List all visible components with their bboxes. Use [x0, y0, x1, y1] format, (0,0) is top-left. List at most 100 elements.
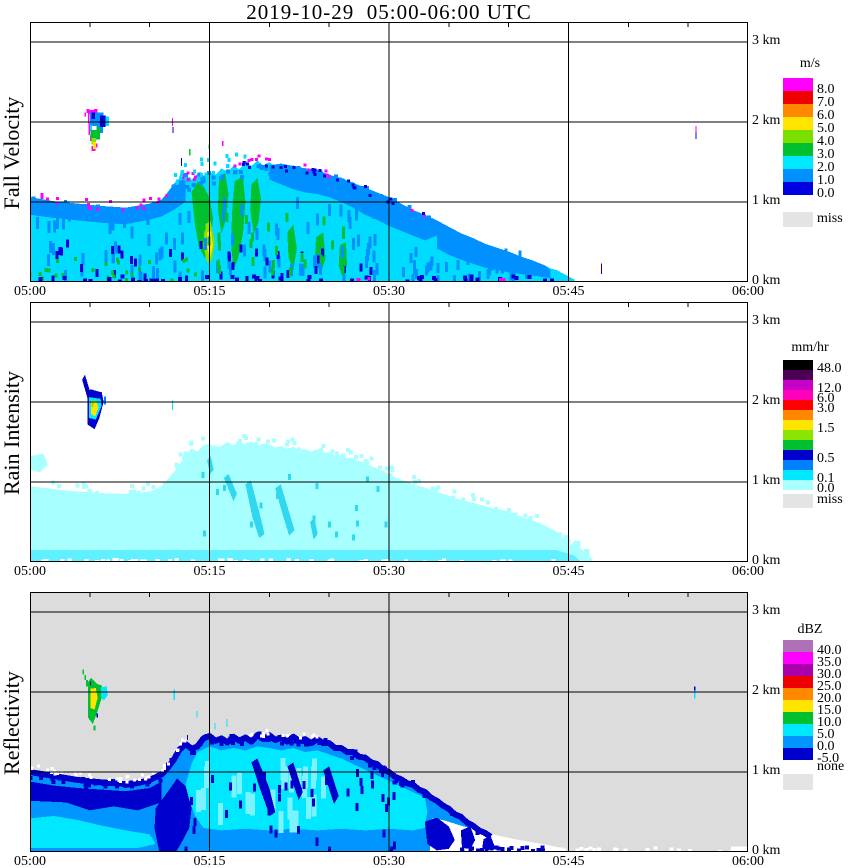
colorbar-swatch — [783, 400, 813, 410]
colorbar-tick-label: 10.0 — [817, 715, 842, 730]
colorbar-tick-label: 2.0 — [817, 160, 835, 175]
colorbar-swatch — [783, 470, 813, 480]
ylabel-reflectivity: Reflectivity — [0, 671, 24, 775]
x-tick-label: 06:00 — [732, 284, 764, 299]
y-tick-label: 0 km — [752, 843, 781, 858]
y-tick-label: 1 km — [752, 473, 781, 488]
y-tick-label: 1 km — [752, 193, 781, 208]
colorbar-missing-swatch — [783, 212, 813, 227]
colorbar-swatch — [783, 676, 813, 688]
figure-title: 2019-10-29 05:00-06:00 UTC — [246, 0, 532, 24]
colorbar-unit-label: m/s — [799, 56, 821, 71]
colorbar-swatch — [783, 664, 813, 676]
colorbar-swatch — [783, 390, 813, 400]
x-tick-label: 06:00 — [732, 564, 764, 579]
x-tick-label: 05:15 — [193, 284, 226, 299]
colorbar-swatch — [783, 410, 813, 420]
x-tick-label: 05:15 — [193, 854, 226, 868]
x-tick-label: 05:15 — [193, 564, 226, 579]
fall-velocity-heatmap — [30, 22, 748, 282]
colorbar-tick-label: 12.0 — [817, 381, 842, 396]
x-tick-label: 06:00 — [732, 854, 764, 868]
y-tick-label: 2 km — [752, 113, 781, 128]
fall_velocity-svg — [30, 22, 748, 282]
colorbar-swatch — [783, 440, 813, 450]
y-tick-label: 3 km — [752, 33, 781, 48]
colorbar-swatch — [783, 420, 813, 430]
colorbar-missing-label: miss — [817, 492, 843, 507]
reflectivity-svg — [30, 592, 748, 852]
reflectivity-heatmap — [30, 592, 748, 852]
y-tick-label: 3 km — [752, 313, 781, 328]
colorbar-tick-label: 0.0 — [817, 481, 835, 496]
colorbar-swatch — [783, 104, 813, 117]
colorbar-missing-label: none — [817, 759, 845, 774]
colorbar-unit-label: mm/hr — [791, 340, 829, 355]
colorbar-swatch — [783, 380, 813, 390]
x-tick-label: 05:45 — [552, 564, 585, 579]
x-tick-label: 05:00 — [14, 854, 46, 868]
ylabel-rain-intensity: Rain Intensity — [0, 370, 24, 496]
colorbar-missing-label: miss — [817, 211, 843, 226]
x-tick-label: 05:45 — [552, 284, 585, 299]
y-tick-label: 2 km — [752, 393, 781, 408]
colorbar-tick-label: 5.0 — [817, 121, 835, 136]
y-tick-label: 1 km — [752, 763, 781, 778]
x-tick-label: 05:00 — [14, 284, 46, 299]
colorbar-swatch — [783, 724, 813, 736]
colorbar-tick-label: 48.0 — [817, 361, 842, 376]
rain_intensity-svg — [30, 302, 748, 562]
colorbar-swatch — [783, 430, 813, 440]
colorbar-tick-label: 1.0 — [817, 173, 835, 188]
colorbar-unit-label: dBZ — [797, 622, 823, 637]
colorbar-tick-label: 25.0 — [817, 679, 842, 694]
y-tick-label: 0 km — [752, 273, 781, 288]
colorbar-swatch — [783, 736, 813, 748]
colorbar-swatch — [783, 480, 813, 490]
colorbar-swatch — [783, 370, 813, 380]
y-tick-label: 2 km — [752, 683, 781, 698]
ylabel-fall-velocity: Fall Velocity — [0, 96, 24, 210]
x-tick-label: 05:45 — [552, 854, 585, 868]
colorbar-missing-swatch — [783, 774, 813, 790]
x-tick-label: 05:30 — [373, 564, 405, 579]
colorbar-swatch — [783, 169, 813, 182]
colorbar-swatch — [783, 130, 813, 143]
colorbar-tick-label: 35.0 — [817, 655, 842, 670]
colorbar-tick-label: 3.0 — [817, 147, 835, 162]
colorbar-swatch — [783, 460, 813, 470]
x-tick-label: 05:30 — [373, 854, 405, 868]
colorbar-missing-swatch — [783, 494, 813, 508]
colorbar-tick-label: 3.0 — [817, 401, 835, 416]
colorbar-tick-label: 20.0 — [817, 691, 842, 706]
colorbar-swatch — [783, 688, 813, 700]
y-tick-label: 3 km — [752, 603, 781, 618]
colorbar-tick-label: -5.0 — [817, 751, 840, 766]
colorbar-swatch — [783, 712, 813, 724]
colorbar-swatch — [783, 117, 813, 130]
colorbar-tick-label: 4.0 — [817, 134, 835, 149]
colorbar-tick-label: 15.0 — [817, 703, 842, 718]
colorbar-swatch — [783, 748, 813, 760]
colorbar-tick-label: 0.0 — [817, 186, 835, 201]
x-tick-label: 05:30 — [373, 284, 405, 299]
colorbar-tick-label: 0.5 — [817, 451, 835, 466]
rain-intensity-heatmap — [30, 302, 748, 562]
colorbar-swatch — [783, 91, 813, 104]
colorbar-tick-label: 0.1 — [817, 471, 835, 486]
colorbar-tick-label: 7.0 — [817, 95, 835, 110]
colorbar-swatch — [783, 156, 813, 169]
colorbar-tick-label: 30.0 — [817, 667, 842, 682]
colorbar-swatch — [783, 143, 813, 156]
colorbar-tick-label: 0.0 — [817, 739, 835, 754]
x-tick-label: 05:00 — [14, 564, 46, 579]
colorbar-tick-label: 6.0 — [817, 391, 835, 406]
colorbar-tick-label: 6.0 — [817, 108, 835, 123]
colorbar-swatch — [783, 640, 813, 652]
colorbar-swatch — [783, 360, 813, 370]
colorbar-tick-label: 1.5 — [817, 421, 835, 436]
colorbar-tick-label: 8.0 — [817, 82, 835, 97]
colorbar-swatch — [783, 182, 813, 195]
y-tick-label: 0 km — [752, 553, 781, 568]
